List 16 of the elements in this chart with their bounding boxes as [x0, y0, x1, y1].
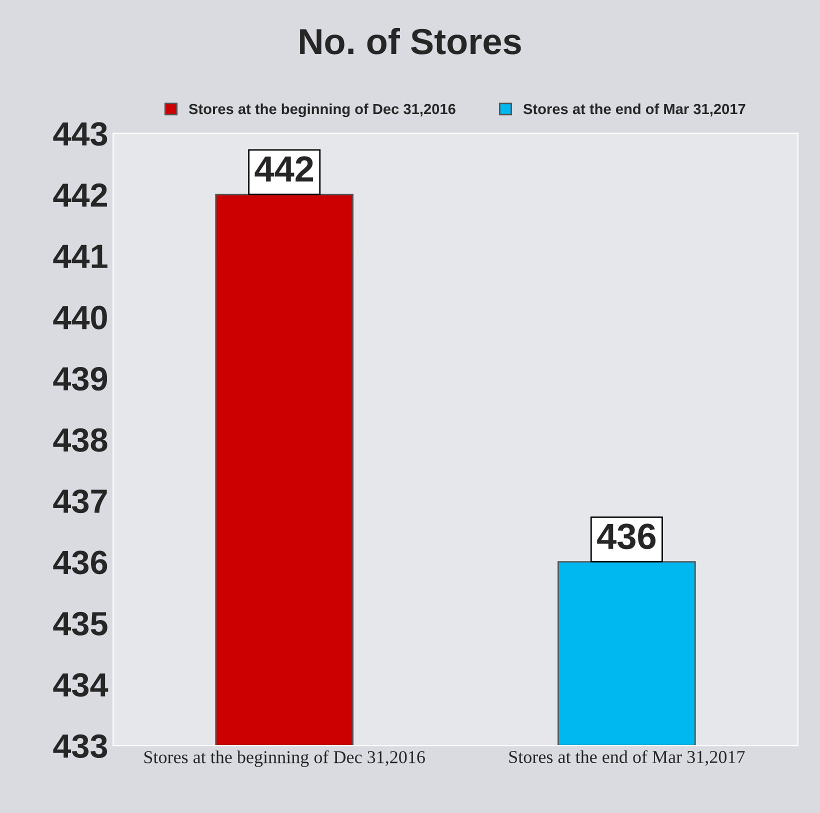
y-tick-label: 443	[53, 122, 108, 146]
y-tick-label: 438	[53, 428, 108, 452]
y-tick-label: 436	[53, 550, 108, 574]
chart-title: No. of Stores	[300, 28, 521, 54]
data-label: 442	[254, 156, 314, 182]
y-tick-label: 433	[53, 734, 108, 758]
y-tick-label: 440	[53, 306, 107, 330]
data-label: 436	[597, 524, 656, 550]
y-tick-label: 434	[53, 673, 108, 697]
legend-label: Stores at the end of Mar 31,2017	[523, 103, 746, 116]
y-tick-label: 437	[53, 489, 107, 514]
y-tick-label: 442	[53, 183, 107, 207]
legend-label: Stores at the beginning of Dec 31,2016	[188, 103, 456, 118]
y-tick-label: 435	[53, 612, 108, 636]
y-tick-label: 439	[53, 367, 108, 391]
y-tick-label: 441	[53, 244, 108, 268]
